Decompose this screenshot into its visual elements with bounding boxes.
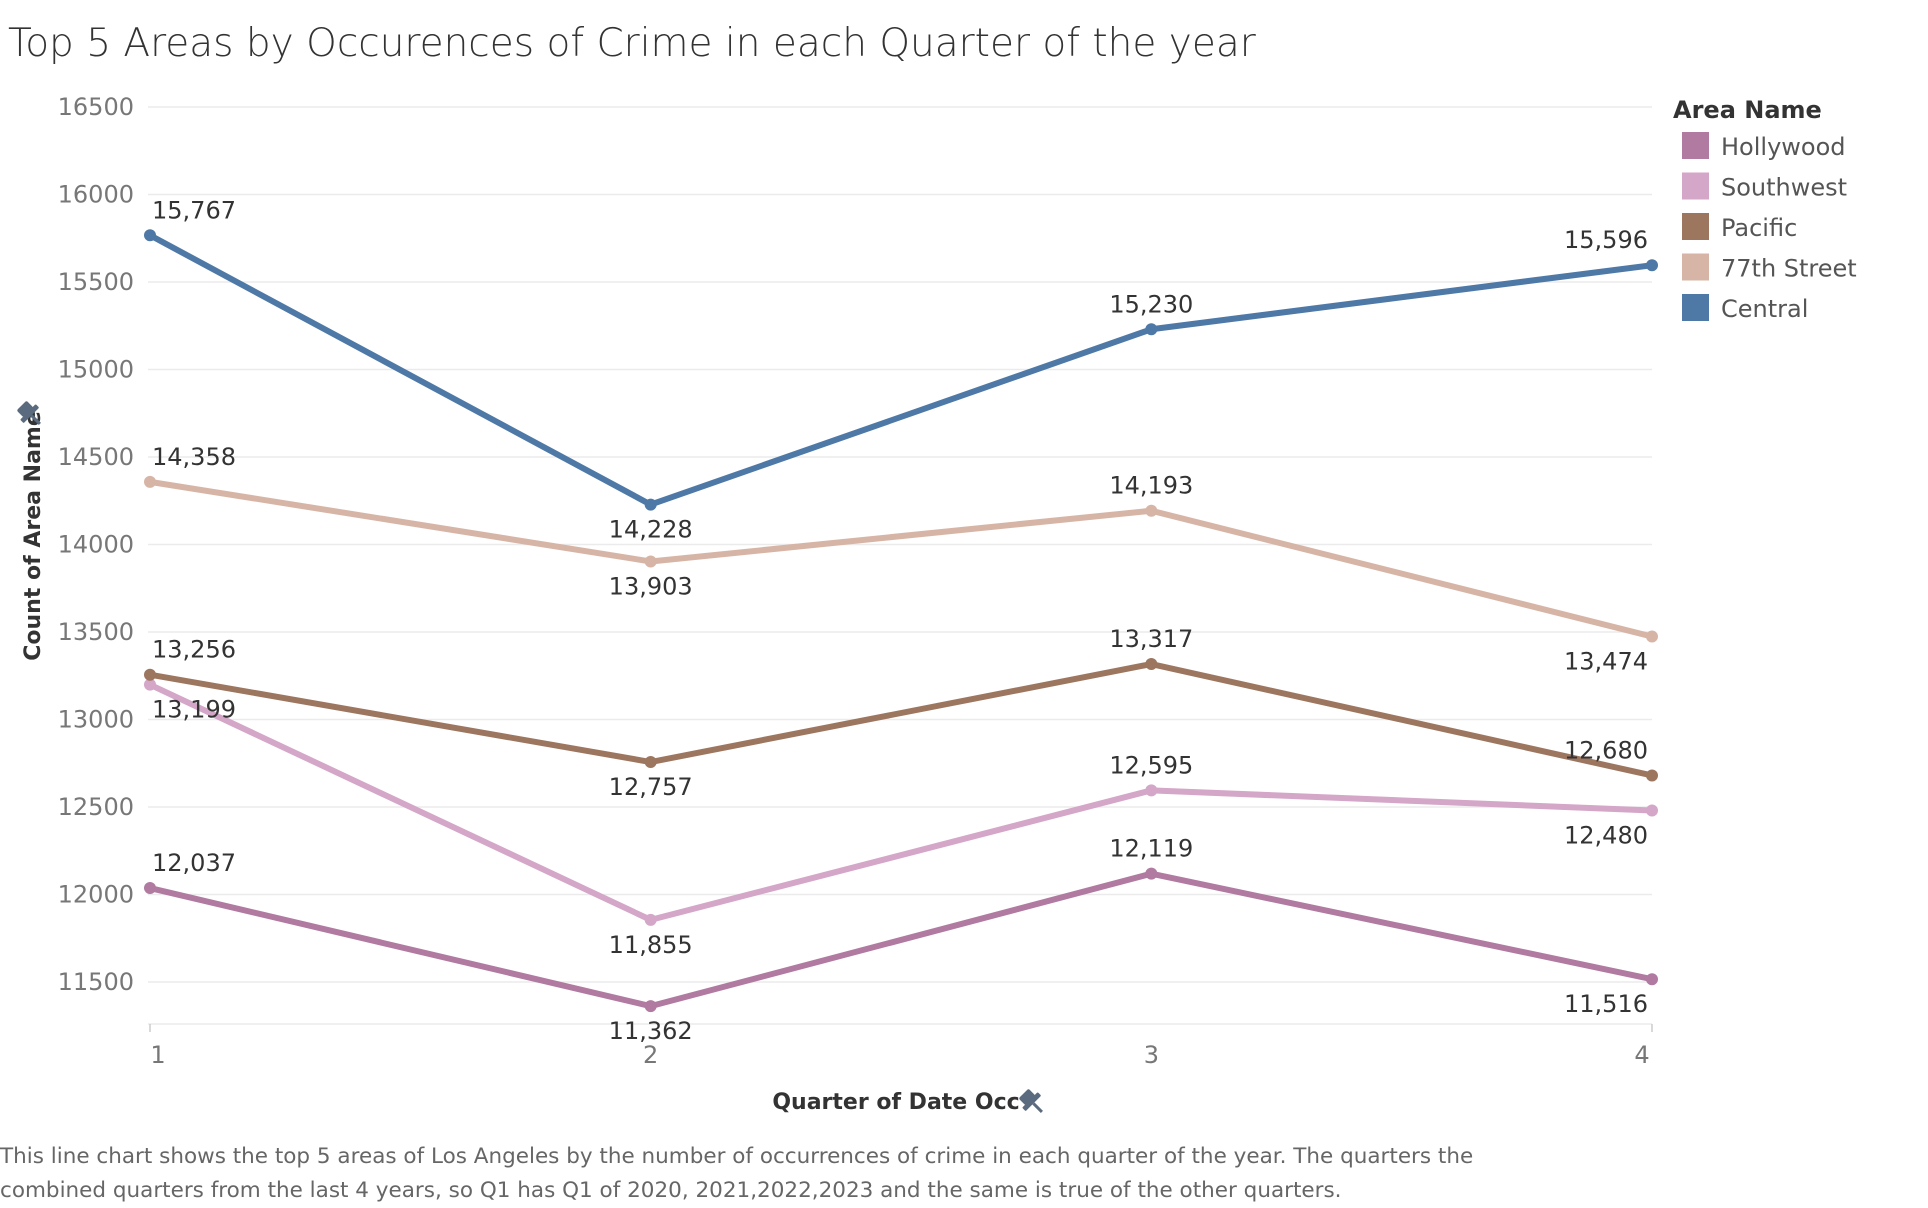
data-label: 11,855 [609,931,693,959]
pin-icon[interactable] [1016,1086,1050,1120]
data-label: 11,516 [1564,990,1648,1018]
data-point[interactable] [1646,769,1658,782]
legend: Area Name Hollywood Southwest Pacific 77th … [1673,96,1857,323]
data-label: 14,358 [152,443,236,471]
data-point[interactable] [144,668,156,681]
chart-title: Top 5 Areas by Occurences of Crime in ea… [8,21,1256,66]
series-line-77th-street[interactable] [147,478,1655,640]
data-point[interactable] [644,498,657,511]
y-tick-label: 14500 [58,443,134,471]
data-point[interactable] [1646,804,1658,817]
legend-swatch[interactable] [1682,294,1709,321]
legend-swatch[interactable] [1682,132,1709,159]
y-axis-title[interactable]: Count of Area Name [21,411,46,661]
y-tick-label: 15500 [58,268,134,296]
data-label: 12,119 [1109,835,1193,863]
data-label: 15,596 [1564,226,1648,254]
legend-item-label[interactable]: 77th Street [1721,255,1857,283]
legend-swatch[interactable] [1682,172,1709,200]
data-point[interactable] [1646,630,1658,643]
data-label: 13,317 [1109,625,1193,653]
data-label: 13,903 [609,572,693,600]
data-point[interactable] [1145,323,1158,336]
data-point[interactable] [144,882,156,895]
y-tick-label: 13500 [58,618,134,646]
legend-swatch[interactable] [1682,253,1709,281]
data-point[interactable] [1145,784,1158,797]
y-tick-label: 16000 [58,181,134,209]
y-tick-label: 12500 [58,793,134,821]
series-line-central[interactable] [147,232,1655,508]
data-point[interactable] [1145,504,1158,517]
data-label: 14,228 [609,516,693,544]
data-label: 13,256 [152,636,236,664]
y-tick-label: 11500 [58,968,134,996]
data-label: 13,474 [1564,648,1648,676]
series-line-hollywood[interactable] [147,870,1655,1010]
data-point[interactable] [144,229,156,242]
data-point[interactable] [644,555,657,568]
x-axis-title[interactable]: Quarter of Date Occ [772,1090,1019,1115]
y-tick-label: 16500 [58,93,134,121]
data-label: 12,757 [609,773,693,801]
data-label: 14,193 [1109,472,1193,500]
data-point[interactable] [144,678,156,691]
y-tick-label: 14000 [58,531,134,559]
data-point[interactable] [1646,259,1658,272]
legend-item-label[interactable]: Hollywood [1721,133,1846,161]
legend-swatch[interactable] [1682,213,1709,240]
data-point[interactable] [1145,658,1158,671]
data-label: 13,199 [152,696,236,724]
y-tick-label: 12000 [58,881,134,909]
y-axis-ticks: 11500 12000 12500 13000 13500 14000 14500 15000… [58,93,134,996]
series-lines [144,229,1658,1013]
data-label: 15,230 [1109,290,1193,318]
legend-title: Area Name [1673,96,1822,124]
series-line-pacific[interactable] [147,661,1655,779]
data-label: 12,037 [152,849,236,877]
data-label: 11,362 [609,1017,693,1045]
x-tick-label: 1 [150,1041,165,1069]
gridlines [148,106,1653,1032]
legend-item-label[interactable]: Pacific [1721,214,1797,242]
data-label: 12,680 [1564,737,1648,765]
y-tick-label: 13000 [58,706,134,734]
data-label: 12,480 [1564,822,1648,850]
pin-icon[interactable] [14,398,48,432]
x-tick-label: 4 [1634,1041,1649,1069]
legend-item-label[interactable]: Southwest [1721,174,1847,202]
data-point[interactable] [144,475,156,488]
data-point[interactable] [1646,973,1658,986]
data-point[interactable] [644,756,657,769]
data-point[interactable] [644,913,657,926]
legend-item-label[interactable]: Central [1721,295,1808,323]
data-labels: 12,037 11,362 12,119 11,516 13,199 11,855 12,5… [152,196,1648,1045]
x-tick-label: 2 [643,1041,658,1069]
y-tick-label: 15000 [58,356,134,384]
x-tick-label: 3 [1144,1041,1159,1069]
series-line-southwest[interactable] [147,681,1655,923]
data-label: 15,767 [152,196,236,224]
data-label: 12,595 [1109,751,1193,779]
data-point[interactable] [644,1000,657,1013]
x-axis-ticks: 1 2 3 4 [150,1041,1649,1069]
data-point[interactable] [1145,867,1158,880]
chart-caption: This line chart shows the top 5 areas of… [0,1144,1474,1203]
